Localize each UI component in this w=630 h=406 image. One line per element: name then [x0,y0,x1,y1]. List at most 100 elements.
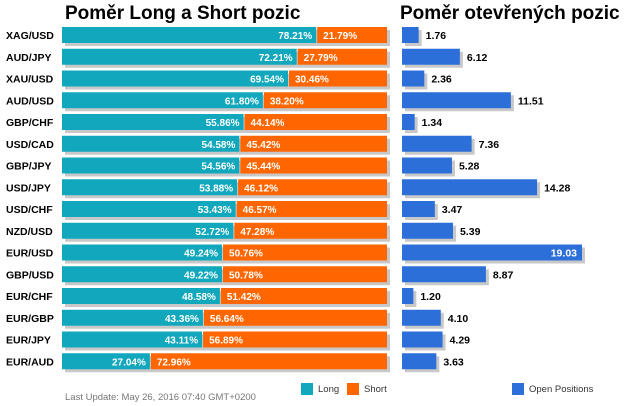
open-value-label: 5.39 [460,226,481,238]
long-value-label: 61.80% [225,96,259,107]
pair-label: AUD/USD [6,95,54,107]
short-bar [289,70,387,87]
short-value-label: 38.20% [270,96,304,107]
short-bar [236,201,387,217]
long-value-label: 49.24% [184,249,218,260]
short-value-label: 46.57% [243,205,277,216]
short-value-label: 44.14% [251,118,285,129]
legend-open-positions-label: Open Positions [529,384,594,395]
legend-short-swatch [347,383,359,395]
open-positions-bar [402,353,437,370]
long-value-label: 43.11% [165,336,198,347]
long-value-label: 72.21% [259,53,293,64]
pair-label: EUR/GBP [6,313,54,325]
open-value-label: 11.51 [518,95,544,107]
open-positions-bar [402,48,460,65]
long-bar [62,48,297,65]
pair-label: XAG/USD [6,30,54,42]
open-value-label: 19.03 [551,248,577,260]
open-positions-bar [402,222,453,239]
long-bar [62,353,150,370]
open-positions-bar [402,135,472,152]
short-bar [244,114,387,130]
pair-label: AUD/JPY [6,52,52,64]
short-value-label: 45.44% [246,162,280,173]
short-bar [240,157,387,174]
long-value-label: 78.21% [278,31,312,42]
short-value-label: 21.79% [323,31,357,42]
short-bar [297,48,387,65]
short-value-label: 56.89% [209,336,243,347]
long-value-label: 54.58% [201,140,235,151]
legend-long-swatch [301,383,313,395]
open-positions-bar [402,70,425,87]
open-positions-bar [402,331,443,348]
open-value-label: 6.12 [467,52,488,64]
open-positions-bar [402,288,414,304]
pair-label: USD/CHF [6,204,53,216]
long-short-chart: XAG/USD 78.21% 21.79% AUD/JPY 72.21% 27.79% XA… [6,27,390,373]
open-value-label: 14.28 [544,182,570,194]
open-value-label: 1.76 [426,30,447,42]
long-bar [62,114,244,130]
pair-label: EUR/JPY [6,335,51,347]
pair-label: GBP/USD [6,269,54,281]
open-positions-bar [402,92,511,109]
open-value-label: 1.34 [422,117,443,129]
pair-label: GBP/CHF [6,117,54,129]
short-value-label: 27.79% [304,53,338,64]
long-bar [62,309,203,326]
open-positions-bar [402,157,452,174]
long-value-label: 48.58% [182,292,216,303]
open-value-label: 4.29 [450,335,471,347]
last-update-text: Last Update: May 26, 2016 07:40 GMT+0200 [65,392,256,403]
long-bar [62,288,220,304]
open-positions-bar [402,27,419,43]
open-positions-bar [402,201,435,217]
short-bar [263,92,387,109]
pair-label: NZD/USD [6,226,53,238]
long-value-label: 43.36% [165,314,199,325]
short-value-label: 47.28% [240,227,274,238]
open-positions-bar [402,244,582,261]
short-value-label: 46.12% [244,183,278,194]
short-value-label: 50.78% [229,270,263,281]
pair-label: XAU/USD [6,74,54,86]
short-bar [222,266,387,283]
pair-label: GBP/JPY [6,161,52,173]
open-value-label: 4.10 [448,313,469,325]
open-positions-chart: 1.76 6.12 2.36 11.51 1.34 7.36 5.28 14.28 3.47 5.… [402,27,585,373]
short-bar [317,27,387,43]
long-bar [62,222,234,239]
long-bar [62,331,203,348]
open-positions-bar [402,179,538,196]
pair-label: EUR/AUD [6,356,54,368]
long-bar [62,244,223,261]
open-value-label: 1.20 [420,291,441,303]
long-value-label: 69.54% [250,75,284,86]
long-bar [62,92,263,109]
long-short-title: Poměr Long a Short pozic [65,3,301,24]
open-value-label: 7.36 [479,139,500,151]
long-value-label: 53.43% [198,205,232,216]
legend-short-label: Short [364,384,387,395]
long-bar [62,157,240,174]
open-positions-bar [402,266,486,283]
short-bar [223,244,387,261]
pair-label: USD/JPY [6,182,51,194]
legend-open-positions-swatch [512,383,524,395]
long-value-label: 54.56% [201,162,235,173]
long-value-label: 53.88% [199,183,233,194]
short-value-label: 51.42% [227,292,261,303]
long-value-label: 55.86% [206,118,240,129]
open-value-label: 3.47 [442,204,463,216]
open-positions-bar [402,309,441,326]
pair-label: USD/CAD [6,139,54,151]
long-value-label: 49.22% [184,270,218,281]
open-value-label: 3.63 [443,356,464,368]
short-bar [150,353,387,370]
open-positions-bar [402,114,415,130]
short-value-label: 50.76% [229,249,263,260]
long-bar [62,201,236,217]
